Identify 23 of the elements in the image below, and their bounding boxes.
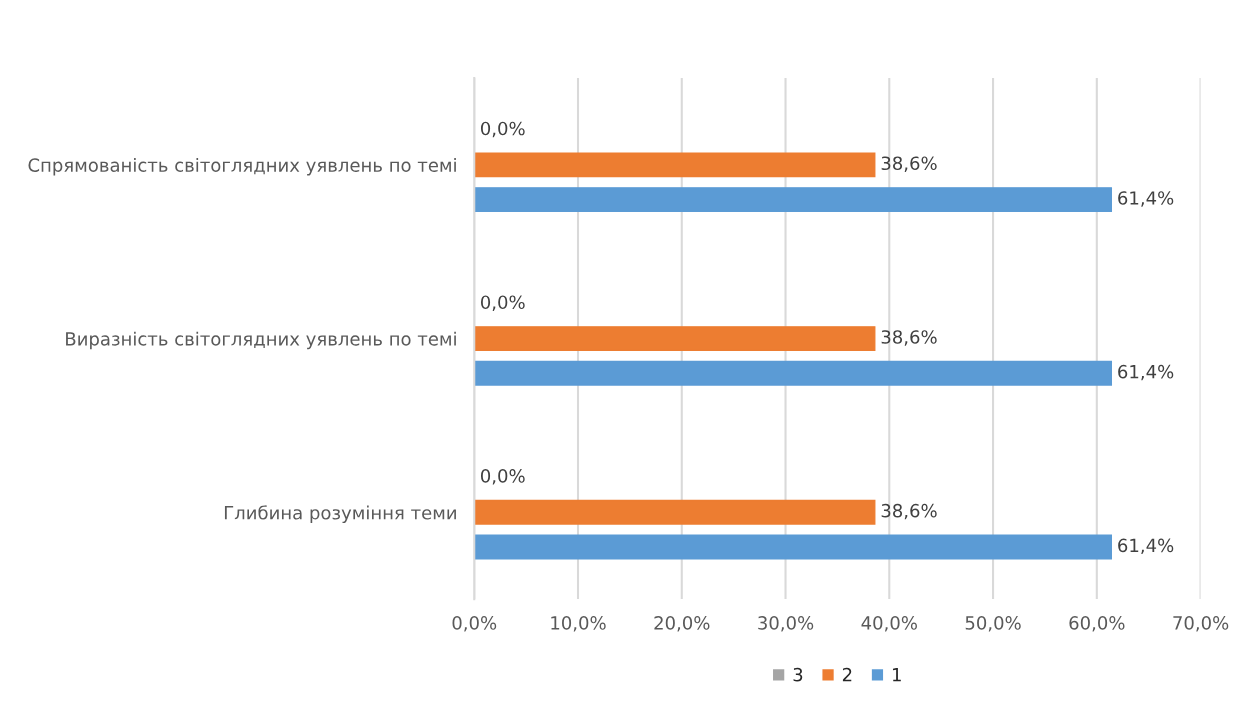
data-label: 38,6% [881,156,937,172]
x-tick-label: 50,0% [965,616,1021,632]
y-tick-label: Глибина розуміння теми [224,505,456,524]
x-tick-label: 0,0% [452,616,497,632]
x-tick-label: 70,0% [1173,616,1229,632]
data-label: 61,4% [1118,191,1174,207]
data-label: 38,6% [881,503,937,520]
data-label: 61,4% [1118,538,1174,555]
data-label: 0,0% [480,295,525,311]
data-label: 0,0% [480,469,525,485]
legend-label: 2 [842,667,852,682]
data-label: 0,0% [480,121,525,138]
x-tick-label: 60,0% [1069,616,1125,632]
data-label: 38,6% [881,330,937,346]
x-tick-label: 40,0% [861,616,917,632]
y-tick-label: Виразність світоглядних уявлень по темі [66,331,456,350]
data-label: 61,4% [1118,364,1174,381]
x-tick-label: 30,0% [758,616,814,632]
legend-label: 3 [793,667,803,682]
x-tick-label: 20,0% [654,616,710,632]
x-tick-label: 10,0% [551,616,606,632]
y-tick-label: Спрямованість світоглядних уявлень по темі [28,157,456,176]
legend-label: 1 [892,668,901,682]
